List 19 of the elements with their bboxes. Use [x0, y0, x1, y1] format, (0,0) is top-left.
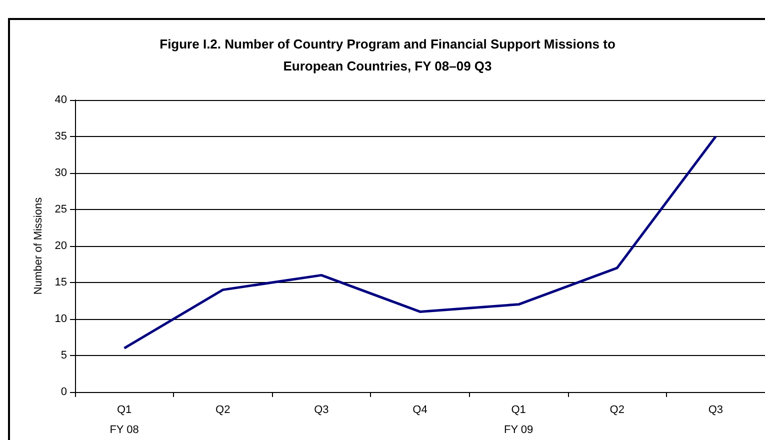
- x-tick-label: Q2: [216, 404, 230, 416]
- x-tick-label: Q4: [412, 404, 428, 416]
- y-tick-label: 35: [54, 130, 67, 142]
- x-tick-label: Q3: [708, 404, 724, 416]
- line-series: [123, 135, 717, 350]
- y-tick-label: 10: [54, 313, 67, 325]
- y-tick-label: 5: [60, 350, 67, 362]
- y-tick-label: 20: [54, 240, 67, 252]
- y-axis-title: Number of Missions: [32, 196, 44, 295]
- y-tick-label: 40: [54, 94, 67, 106]
- y-tick-label: 25: [54, 204, 67, 216]
- y-tick-label: 30: [54, 167, 67, 179]
- x-tick-label: Q1 FY 08: [110, 404, 139, 436]
- x-tick-label: Q2: [610, 404, 624, 416]
- y-tick-label: 0: [60, 386, 67, 398]
- chart-title: Figure I.2. Number of Country Program and Financial Support Missions to European Countries, FY 08–09 Q3: [160, 36, 616, 74]
- x-tick-label: Q3: [314, 404, 329, 416]
- x-tick-label: Q1 FY 09: [504, 404, 534, 436]
- y-tick-label: 15: [54, 276, 67, 288]
